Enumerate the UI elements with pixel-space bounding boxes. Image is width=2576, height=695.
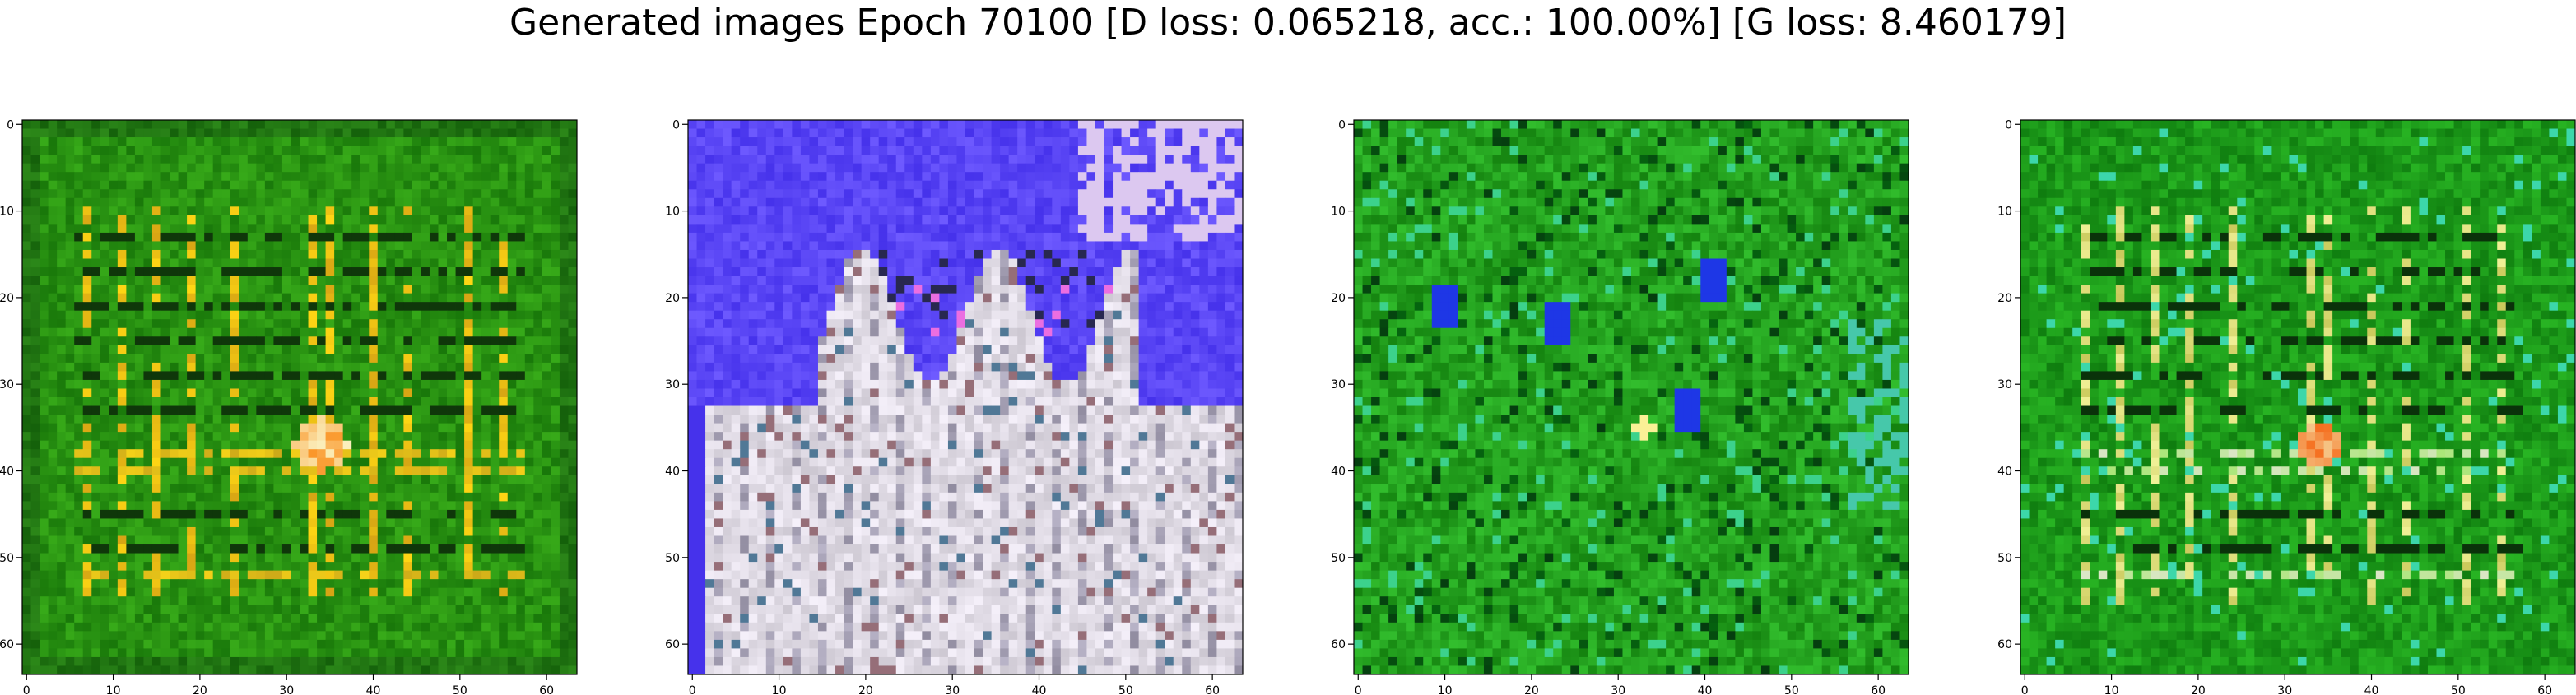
x-tick-label: 40 xyxy=(366,684,381,695)
x-tick-label: 10 xyxy=(772,684,787,695)
image-panel-2: 0 10 20 30 40 50 60 0 10 20 30 40 50 60 xyxy=(665,118,1244,695)
generated-image-4 xyxy=(2020,120,2576,675)
y-tick-label: 10 xyxy=(665,206,680,219)
x-tick-label: 10 xyxy=(106,684,121,695)
x-tick-label: 0 xyxy=(23,684,30,695)
y-tick-label: 40 xyxy=(1997,466,2012,479)
axes-frame xyxy=(1353,119,1909,675)
y-tick-label: 0 xyxy=(1338,118,1346,132)
generated-image-3 xyxy=(1354,120,1909,675)
y-tick-label: 50 xyxy=(1331,552,1346,565)
image-panel-3: 0 10 20 30 40 50 60 0 10 20 30 40 50 60 xyxy=(1331,118,1909,695)
y-tick-label: 30 xyxy=(665,378,680,392)
x-tick-label: 20 xyxy=(2191,684,2206,695)
axes-frame xyxy=(2020,119,2576,675)
x-tick-label: 50 xyxy=(1118,684,1133,695)
image-panel-1: 0 10 20 30 40 50 60 0 10 20 30 40 50 60 xyxy=(0,118,578,695)
generated-image-1 xyxy=(22,120,578,675)
x-tick-label: 20 xyxy=(1524,684,1539,695)
x-tick-label: 50 xyxy=(2451,684,2466,695)
y-tick-label: 40 xyxy=(0,466,14,479)
figure-title: Generated images Epoch 70100 [D loss: 0.… xyxy=(509,2,2067,44)
x-tick-label: 30 xyxy=(1611,684,1625,695)
generated-image-2 xyxy=(688,120,1244,675)
y-tick-label: 0 xyxy=(2005,118,2012,132)
y-tick-label: 10 xyxy=(1997,206,2012,219)
y-tick-label: 60 xyxy=(1331,638,1346,651)
y-tick-label: 50 xyxy=(0,552,14,565)
y-tick-label: 20 xyxy=(0,292,14,305)
x-tick-label: 40 xyxy=(2364,684,2379,695)
y-tick-label: 60 xyxy=(665,638,680,651)
y-tick-label: 30 xyxy=(1331,378,1346,392)
x-tick-label: 30 xyxy=(279,684,294,695)
x-tick-label: 20 xyxy=(193,684,207,695)
x-tick-label: 60 xyxy=(539,684,554,695)
y-tick-label: 40 xyxy=(1331,466,1346,479)
x-tick-label: 60 xyxy=(1205,684,1220,695)
x-tick-label: 50 xyxy=(1784,684,1799,695)
y-tick-label: 60 xyxy=(1997,638,2012,651)
y-tick-label: 40 xyxy=(665,466,680,479)
x-tick-label: 0 xyxy=(2021,684,2029,695)
y-tick-label: 60 xyxy=(0,638,14,651)
x-tick-label: 20 xyxy=(858,684,873,695)
x-tick-label: 0 xyxy=(1355,684,1362,695)
x-tick-label: 60 xyxy=(1871,684,1886,695)
x-tick-label: 60 xyxy=(2537,684,2552,695)
y-tick-label: 0 xyxy=(7,118,14,132)
y-tick-label: 20 xyxy=(665,292,680,305)
y-tick-label: 0 xyxy=(672,118,680,132)
x-tick-label: 30 xyxy=(2277,684,2292,695)
x-tick-label: 40 xyxy=(1698,684,1713,695)
x-tick-label: 10 xyxy=(1438,684,1453,695)
x-tick-label: 50 xyxy=(453,684,467,695)
y-tick-label: 10 xyxy=(0,206,14,219)
x-tick-label: 40 xyxy=(1032,684,1047,695)
y-tick-label: 10 xyxy=(1331,206,1346,219)
x-tick-label: 30 xyxy=(945,684,960,695)
y-tick-label: 20 xyxy=(1331,292,1346,305)
image-panel-4: 0 10 20 30 40 50 60 0 10 20 30 40 50 60 xyxy=(1997,118,2576,695)
y-tick-label: 30 xyxy=(1997,378,2012,392)
axes-frame xyxy=(21,119,578,675)
y-tick-label: 50 xyxy=(1997,552,2012,565)
x-tick-label: 10 xyxy=(2104,684,2119,695)
x-tick-label: 0 xyxy=(689,684,696,695)
y-tick-label: 50 xyxy=(665,552,680,565)
y-tick-label: 20 xyxy=(1997,292,2012,305)
axes-frame xyxy=(687,119,1244,675)
y-tick-label: 30 xyxy=(0,378,14,392)
